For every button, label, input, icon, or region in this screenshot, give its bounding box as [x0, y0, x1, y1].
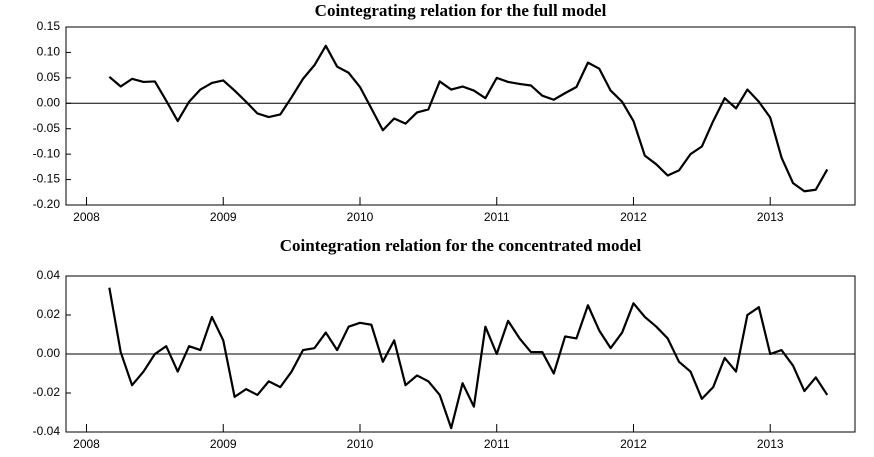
- chart-title: Cointegration relation for the concentra…: [280, 236, 642, 255]
- x-tick-label: 2013: [757, 210, 784, 224]
- x-tick-label: 2010: [347, 437, 374, 451]
- x-tick-label: 2013: [757, 437, 784, 451]
- y-tick-label: 0.00: [37, 346, 61, 360]
- y-tick-label: -0.02: [33, 385, 61, 399]
- x-tick-label: 2011: [484, 210, 510, 224]
- x-tick-label: 2012: [620, 437, 647, 451]
- line-series: [108, 44, 829, 193]
- chart-title: Cointegrating relation for the full mode…: [315, 1, 607, 20]
- y-tick-label: 0.02: [37, 307, 61, 321]
- x-tick-label: 2012: [620, 210, 647, 224]
- line-series: [108, 287, 829, 430]
- x-tick-label: 2008: [73, 437, 100, 451]
- y-tick-label: -0.10: [33, 146, 61, 160]
- x-tick-label: 2008: [73, 210, 100, 224]
- y-tick-label: 0.00: [37, 95, 61, 109]
- y-tick-label: 0.10: [37, 45, 61, 59]
- x-tick-label: 2009: [210, 210, 237, 224]
- y-tick-label: 0.05: [37, 70, 61, 84]
- y-tick-label: -0.04: [33, 424, 61, 438]
- x-tick-label: 2009: [210, 437, 237, 451]
- y-tick-label: -0.20: [33, 197, 61, 211]
- y-tick-label: -0.15: [33, 172, 61, 186]
- y-tick-label: 0.15: [37, 19, 61, 33]
- x-tick-label: 2010: [347, 210, 374, 224]
- x-tick-label: 2011: [484, 437, 510, 451]
- plot-frame: [65, 26, 856, 206]
- y-tick-label: -0.05: [33, 121, 61, 135]
- y-tick-label: 0.04: [37, 268, 61, 282]
